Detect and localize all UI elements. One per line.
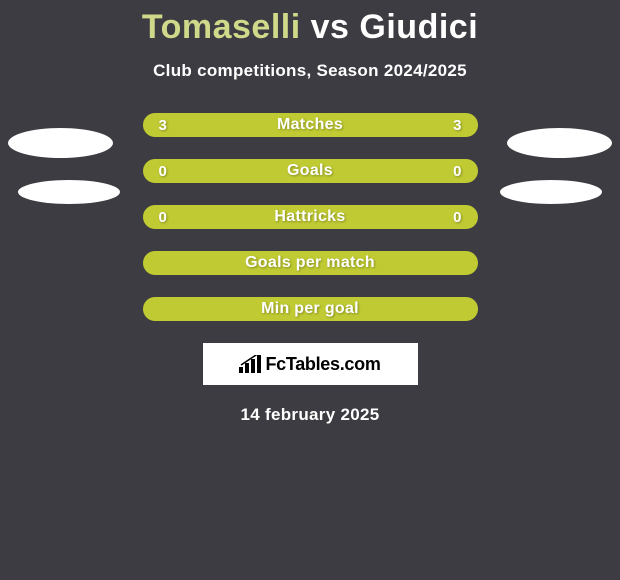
stat-value-right: 0 — [453, 209, 461, 226]
stat-value-left: 0 — [159, 209, 167, 226]
stat-bar: Min per goal — [143, 297, 478, 321]
stat-value-right: 3 — [453, 117, 461, 134]
stat-label: Hattricks — [274, 208, 345, 226]
stat-bar: Hattricks 0 0 — [143, 205, 478, 229]
stat-bar: Matches 3 3 — [143, 113, 478, 137]
stat-row: Min per goal — [0, 297, 620, 321]
stat-row: Goals 0 0 — [0, 159, 620, 183]
stat-bar: Goals 0 0 — [143, 159, 478, 183]
stat-row: Matches 3 3 — [0, 113, 620, 137]
date: 14 february 2025 — [0, 405, 620, 425]
decorative-ellipse — [500, 180, 602, 204]
logo-text: FcTables.com — [265, 354, 380, 375]
stat-value-left: 0 — [159, 163, 167, 180]
subtitle: Club competitions, Season 2024/2025 — [0, 61, 620, 81]
chart-icon — [239, 355, 261, 373]
stat-label: Goals per match — [245, 254, 375, 272]
stat-row: Hattricks 0 0 — [0, 205, 620, 229]
stat-label: Goals — [287, 162, 333, 180]
stat-value-left: 3 — [159, 117, 167, 134]
stat-bar: Goals per match — [143, 251, 478, 275]
stat-value-right: 0 — [453, 163, 461, 180]
player1-name: Tomaselli — [142, 8, 301, 46]
page-title: Tomaselli vs Giudici — [0, 0, 620, 47]
stat-row: Goals per match — [0, 251, 620, 275]
title-vs: vs — [311, 8, 350, 46]
logo-box: FcTables.com — [203, 343, 418, 385]
stat-label: Matches — [277, 116, 343, 134]
player2-name: Giudici — [359, 8, 478, 46]
decorative-ellipse — [18, 180, 120, 204]
stat-label: Min per goal — [261, 300, 359, 318]
